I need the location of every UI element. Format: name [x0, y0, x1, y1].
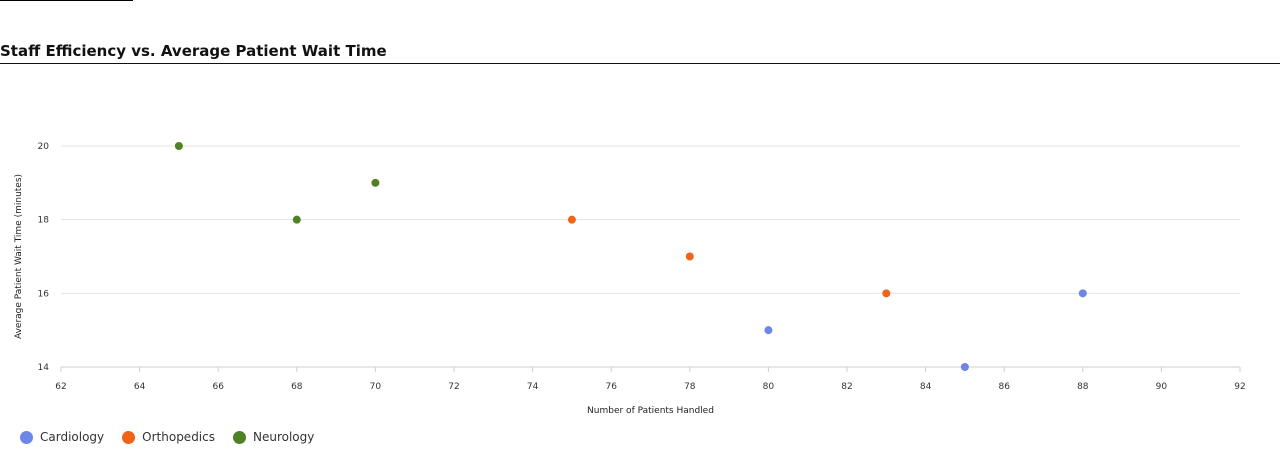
data-point[interactable]	[1078, 289, 1087, 298]
legend-label: Neurology	[253, 430, 315, 444]
y-tick-label: 20	[38, 142, 50, 152]
x-tick-label: 78	[684, 382, 696, 392]
x-tick-label: 68	[291, 382, 303, 392]
x-axis-title: Number of Patients Handled	[587, 406, 714, 416]
data-point[interactable]	[292, 215, 301, 224]
data-points	[174, 142, 1087, 371]
x-tick-label: 82	[841, 382, 852, 392]
data-point[interactable]	[371, 178, 380, 187]
y-tick-label: 16	[38, 289, 50, 299]
y-axis-title: Average Patient Wait Time (minutes)	[14, 174, 24, 339]
y-tick-label: 14	[38, 363, 50, 373]
chart-title: Staff Efficiency vs. Average Patient Wai…	[0, 42, 387, 60]
data-point[interactable]	[764, 326, 773, 335]
x-tick-label: 64	[134, 382, 146, 392]
x-tick-label: 84	[920, 382, 932, 392]
y-tick-label: 18	[38, 216, 50, 226]
x-tick-label: 72	[448, 382, 459, 392]
legend-swatch	[20, 430, 33, 444]
legend: Cardiology Orthopedics Neurology	[20, 430, 314, 444]
axes: 14 16 18 20 62 64 66 68 70 72 74 76 78 80 82 84 86 88 90 92	[38, 142, 1246, 392]
x-tick-label: 88	[1077, 382, 1089, 392]
x-tick-label: 92	[1234, 382, 1245, 392]
x-tick-label: 90	[1156, 382, 1168, 392]
legend-swatch	[122, 430, 136, 444]
x-tick-label: 74	[527, 382, 539, 392]
data-point[interactable]	[882, 289, 891, 298]
x-tick-label: 62	[55, 382, 66, 392]
legend-item[interactable]: Orthopedics	[122, 430, 215, 444]
x-tick-label: 76	[605, 382, 617, 392]
data-point[interactable]	[567, 215, 576, 224]
x-tick-label: 70	[370, 382, 382, 392]
legend-label: Cardiology	[40, 430, 105, 444]
legend-swatch	[233, 430, 246, 444]
top-divider	[0, 0, 133, 1]
title-divider	[0, 63, 1280, 64]
legend-item[interactable]: Cardiology	[20, 430, 104, 444]
grid-lines	[61, 145, 1240, 294]
x-tick-label: 80	[763, 382, 775, 392]
data-point[interactable]	[685, 252, 694, 261]
legend-label: Orthopedics	[142, 430, 215, 444]
data-point[interactable]	[960, 363, 969, 371]
x-tick-label: 66	[212, 382, 224, 392]
data-point[interactable]	[174, 142, 183, 150]
legend-item[interactable]: Neurology	[233, 430, 314, 444]
x-tick-label: 86	[998, 382, 1010, 392]
